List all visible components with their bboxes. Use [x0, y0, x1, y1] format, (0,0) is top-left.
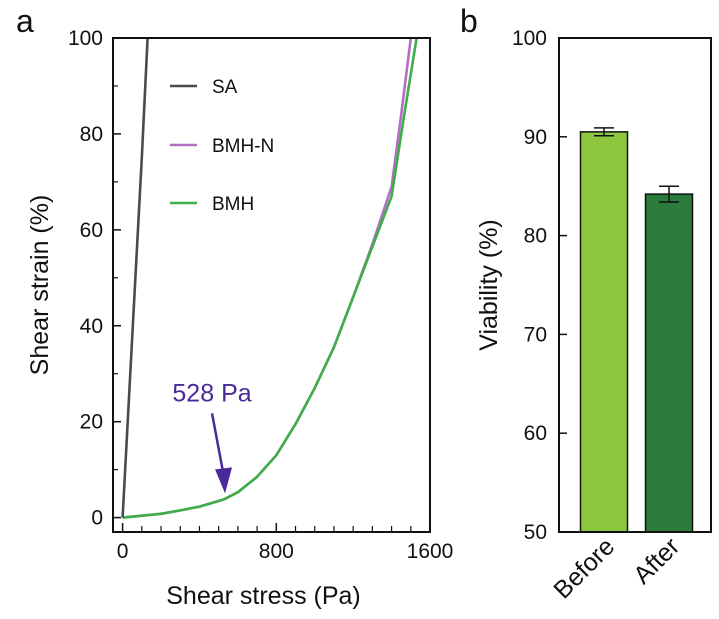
- legend-label-bmh: BMH: [212, 194, 254, 215]
- annotation-arrow-head: [215, 467, 233, 494]
- y-tick-label: 50: [524, 521, 547, 544]
- panel-b-frame: [558, 37, 712, 533]
- y-tick-label: 80: [80, 123, 103, 146]
- category-label-after: After: [628, 532, 685, 589]
- annotation-arrow: [210, 413, 226, 478]
- bar-before: [579, 131, 629, 533]
- panel-b-ticks: 50 60 70 80 90 100: [512, 27, 567, 544]
- series-line-bmh-n: [122, 38, 413, 519]
- panel-b-bars: Before After: [548, 127, 694, 604]
- panel-a-xlabel: Shear stress (Pa): [166, 582, 361, 610]
- series-line-sa: [121, 38, 149, 518]
- bar-after: [644, 193, 694, 533]
- y-tick-label: 100: [512, 27, 547, 50]
- panel-a-ylabel: Shear strain (%): [26, 195, 54, 376]
- legend-label-bmh-n: BMH-N: [212, 136, 274, 157]
- x-tick-label: 1600: [407, 540, 454, 563]
- x-tick-label: 0: [117, 540, 129, 563]
- panel-a-label: a: [16, 3, 34, 39]
- series-line-bmh: [122, 38, 418, 519]
- x-tick-label: 800: [259, 540, 294, 563]
- legend-label-sa: SA: [212, 77, 238, 98]
- panel-a-chart: a 0 20 40 60 80 100 0 800 1600 SA BMH-N BMH 528 Pa…: [16, 3, 453, 610]
- annotation-528-pa: 528 Pa: [172, 379, 251, 407]
- y-tick-label: 60: [80, 219, 103, 242]
- y-tick-label: 40: [80, 315, 103, 338]
- panel-a-legend: SA BMH-N BMH: [170, 77, 274, 215]
- panel-a-series: [121, 38, 418, 519]
- panel-b-label: b: [460, 3, 478, 39]
- panel-a-annotation: 528 Pa: [172, 379, 252, 494]
- y-tick-label: 0: [91, 507, 103, 530]
- panel-b-ylabel: Viability (%): [475, 219, 503, 351]
- category-label-before: Before: [548, 532, 620, 604]
- y-tick-label: 90: [524, 126, 547, 149]
- y-tick-label: 100: [68, 27, 103, 50]
- y-tick-label: 60: [524, 422, 547, 445]
- y-tick-label: 80: [524, 225, 547, 248]
- y-tick-label: 70: [524, 323, 547, 346]
- panel-a-frame: [112, 37, 431, 533]
- y-tick-label: 20: [80, 411, 103, 434]
- panel-b-chart: b 50 60 70 80 90 100 Before After Viability (%…: [460, 3, 712, 604]
